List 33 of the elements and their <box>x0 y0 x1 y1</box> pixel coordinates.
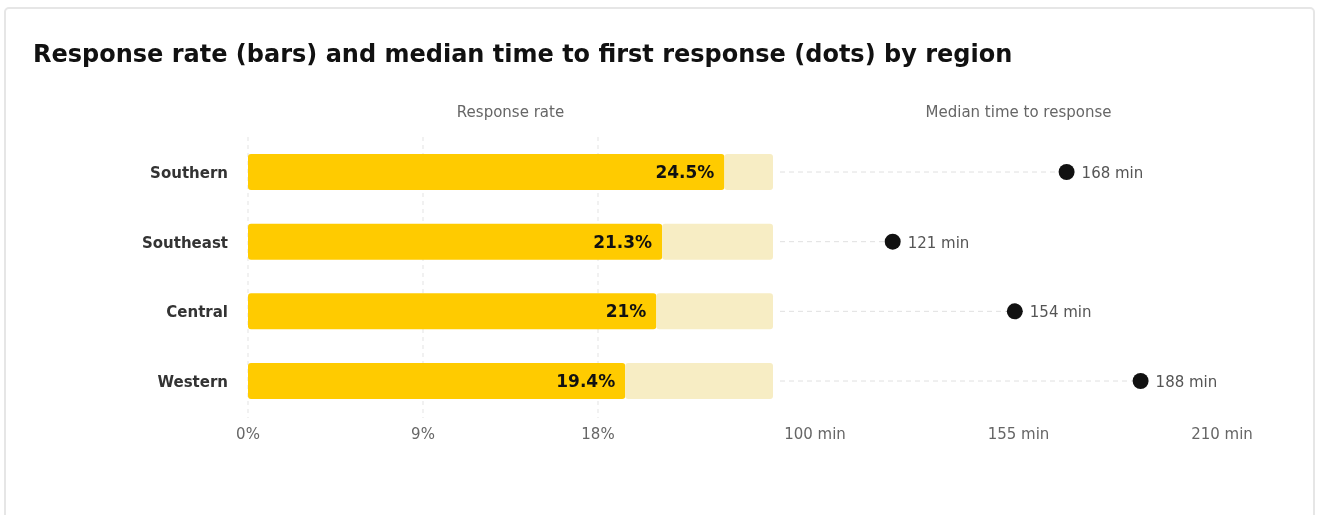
bar <box>656 293 773 330</box>
bar <box>625 363 773 399</box>
y-tick-label: Western <box>157 373 228 391</box>
bar <box>662 223 773 260</box>
point <box>1132 373 1149 389</box>
chart-subtitle: Median time to response <box>925 103 1112 121</box>
x-tick-label: 9% <box>411 425 435 443</box>
data-label: 168 min <box>1081 164 1144 182</box>
bar <box>724 154 773 190</box>
y-tick-label: Central <box>166 303 228 322</box>
x-tick-label: 100 min <box>784 425 846 443</box>
bar <box>248 154 725 190</box>
x-tick-label: 18% <box>581 425 615 443</box>
bar <box>248 293 657 330</box>
data-label: 121 min <box>907 233 970 252</box>
point <box>884 233 901 250</box>
x-tick-label: 155 min <box>987 425 1050 443</box>
data-label: 19.4% <box>556 371 616 391</box>
chart-title: Response rate (bars) and median time to first response (dots) by region <box>33 40 1013 68</box>
chart-subtitle: Response rate <box>456 103 565 121</box>
x-tick-label: 0% <box>236 425 260 443</box>
bar <box>248 223 663 260</box>
point <box>1058 164 1075 180</box>
data-label: 188 min <box>1155 373 1218 391</box>
data-label: 24.5% <box>655 162 715 182</box>
data-label: 154 min <box>1029 303 1092 322</box>
data-label: 21.3% <box>593 231 653 252</box>
y-tick-label: Southern <box>150 164 228 182</box>
point <box>1006 303 1023 320</box>
bar <box>248 363 626 399</box>
x-tick-label: 210 min <box>1191 425 1253 443</box>
y-tick-label: Southeast <box>141 233 228 252</box>
data-label: 21% <box>605 301 647 322</box>
